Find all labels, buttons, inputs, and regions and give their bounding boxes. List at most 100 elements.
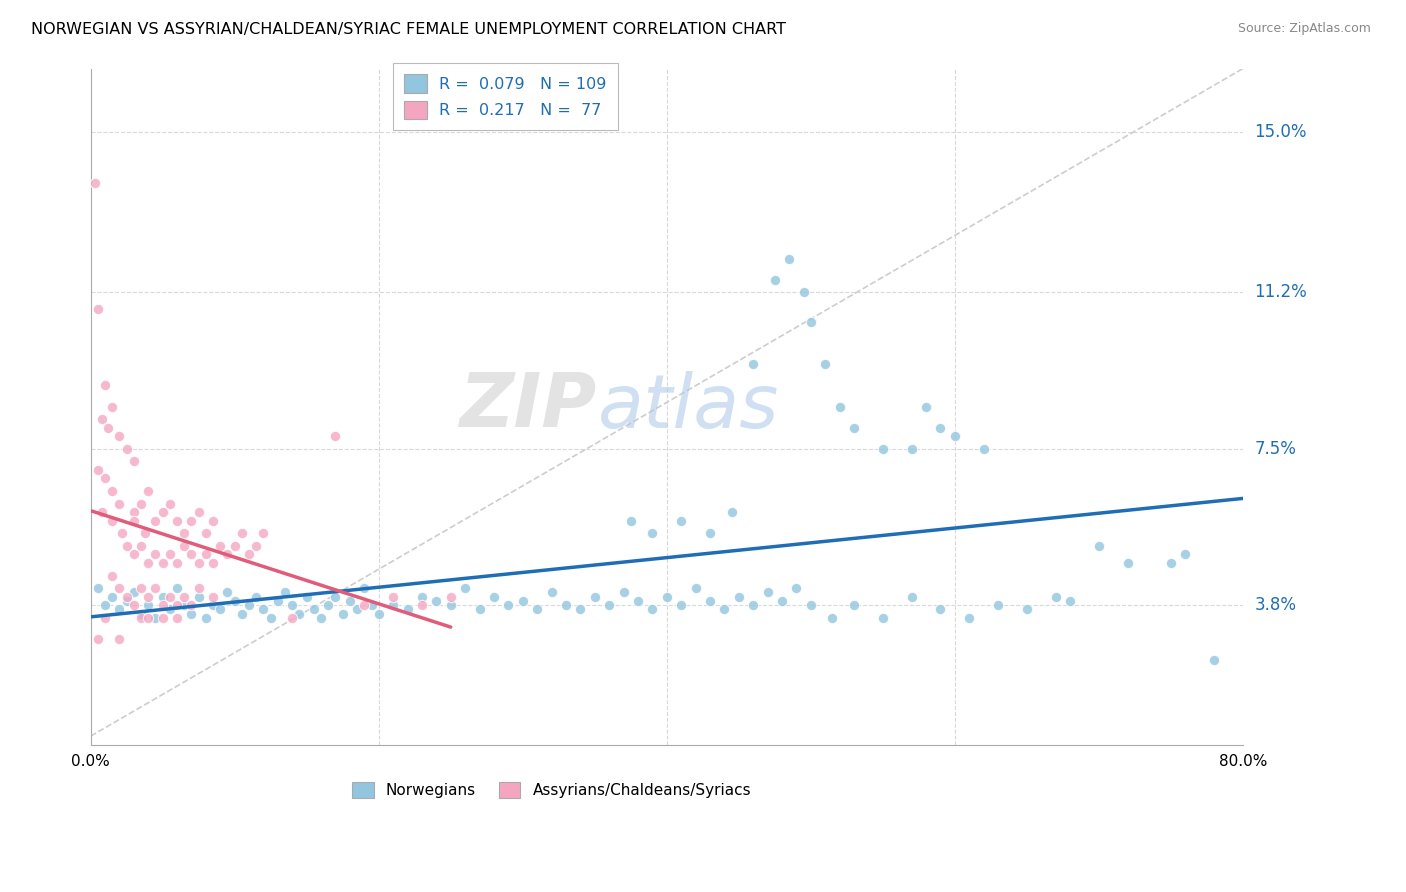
Point — [260, 611, 283, 625]
Point — [94, 598, 117, 612]
Point — [332, 607, 354, 621]
Point — [159, 602, 181, 616]
Point — [872, 442, 894, 456]
Point — [302, 602, 325, 616]
Point — [108, 429, 131, 443]
Point — [720, 505, 742, 519]
Point — [1116, 556, 1139, 570]
Point — [134, 526, 156, 541]
Point — [498, 598, 520, 612]
Point — [202, 590, 225, 604]
Point — [346, 602, 368, 616]
Point — [180, 607, 202, 621]
Point — [202, 514, 225, 528]
Point — [1204, 653, 1226, 667]
Point — [166, 598, 188, 612]
Point — [699, 526, 721, 541]
Point — [180, 548, 202, 562]
Point — [202, 598, 225, 612]
Point — [108, 602, 131, 616]
Point — [152, 556, 174, 570]
Point — [122, 598, 145, 612]
Point — [87, 302, 110, 317]
Point — [101, 590, 124, 604]
Point — [152, 505, 174, 519]
Point — [129, 581, 152, 595]
Point — [115, 442, 138, 456]
Point — [224, 594, 246, 608]
Text: 11.2%: 11.2% — [1254, 284, 1308, 301]
Point — [267, 594, 290, 608]
Point — [671, 598, 693, 612]
Point — [828, 400, 851, 414]
Point — [187, 590, 209, 604]
Point — [180, 598, 202, 612]
Point — [152, 590, 174, 604]
Point — [187, 581, 209, 595]
Point — [152, 611, 174, 625]
Point — [699, 594, 721, 608]
Point — [987, 598, 1010, 612]
Point — [842, 420, 865, 434]
Point — [316, 598, 339, 612]
Point — [482, 590, 505, 604]
Point — [1174, 548, 1197, 562]
Point — [1088, 539, 1111, 553]
Point — [245, 590, 267, 604]
Point — [122, 585, 145, 599]
Point — [115, 539, 138, 553]
Point — [252, 526, 274, 541]
Point — [173, 598, 195, 612]
Point — [742, 598, 765, 612]
Point — [727, 590, 749, 604]
Point — [173, 590, 195, 604]
Point — [129, 539, 152, 553]
Point — [173, 526, 195, 541]
Point — [353, 598, 375, 612]
Point — [115, 594, 138, 608]
Point — [785, 581, 807, 595]
Point — [136, 556, 159, 570]
Point — [166, 581, 188, 595]
Point — [101, 514, 124, 528]
Point — [655, 590, 678, 604]
Point — [136, 590, 159, 604]
Point — [209, 602, 232, 616]
Point — [778, 252, 800, 266]
Text: 15.0%: 15.0% — [1254, 123, 1308, 141]
Point — [159, 590, 181, 604]
Point — [613, 585, 636, 599]
Point — [713, 602, 735, 616]
Point — [627, 594, 650, 608]
Point — [94, 611, 117, 625]
Point — [166, 611, 188, 625]
Point — [87, 632, 110, 646]
Point — [957, 611, 980, 625]
Point — [367, 607, 389, 621]
Point — [281, 611, 304, 625]
Point — [159, 497, 181, 511]
Point — [145, 611, 167, 625]
Text: 3.8%: 3.8% — [1254, 596, 1296, 615]
Point — [136, 611, 159, 625]
Point — [512, 594, 534, 608]
Point — [540, 585, 562, 599]
Point — [136, 484, 159, 499]
Point — [900, 442, 922, 456]
Point — [122, 454, 145, 468]
Point — [842, 598, 865, 612]
Point — [411, 590, 433, 604]
Point — [122, 514, 145, 528]
Point — [173, 539, 195, 553]
Point — [295, 590, 318, 604]
Point — [194, 526, 217, 541]
Legend: Norwegians, Assyrians/Chaldeans/Syriacs: Norwegians, Assyrians/Chaldeans/Syriacs — [346, 776, 756, 805]
Point — [194, 548, 217, 562]
Point — [360, 598, 382, 612]
Point — [97, 420, 120, 434]
Point — [756, 585, 779, 599]
Text: Source: ZipAtlas.com: Source: ZipAtlas.com — [1237, 22, 1371, 36]
Point — [281, 598, 304, 612]
Point — [325, 590, 347, 604]
Point — [641, 526, 664, 541]
